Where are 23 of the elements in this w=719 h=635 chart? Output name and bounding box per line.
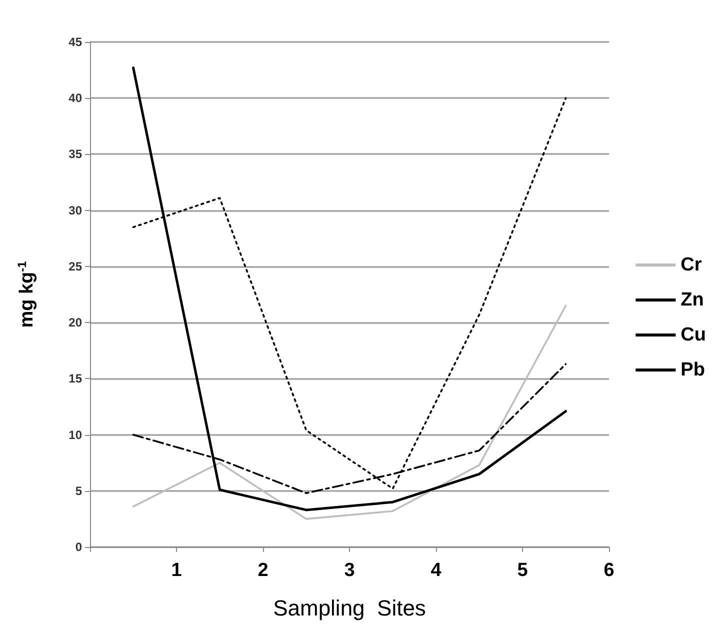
x-tick-label: 4 [430,560,442,581]
y-tick-label: 30 [68,203,82,218]
y-tick-label: 20 [68,316,82,330]
y-tick-label: 0 [75,540,82,554]
y-tick-label: 5 [75,484,82,498]
x-tick-label: 6 [604,560,614,581]
legend-label: Cu [680,324,706,346]
y-tick-label: 40 [68,91,82,106]
legend-label: Pb [680,360,705,380]
y-tick-label: 10 [68,428,82,442]
y-tick-label: 35 [68,147,82,162]
x-axis-title: Sampling Sites [273,596,426,620]
legend-label: Cr [680,254,702,276]
x-tick-label: 2 [258,560,268,581]
x-tick-label: 5 [517,560,528,581]
y-axis-title: mg kg-1 [15,260,38,328]
x-tick-label: 3 [344,560,355,581]
y-tick-label: 45 [68,35,82,49]
line-series [132,304,567,520]
y-tick-label: 15 [68,372,82,386]
y-tick-label: 25 [68,259,82,274]
legend-label: Zn [680,290,704,310]
x-tick-label: 1 [171,560,182,581]
